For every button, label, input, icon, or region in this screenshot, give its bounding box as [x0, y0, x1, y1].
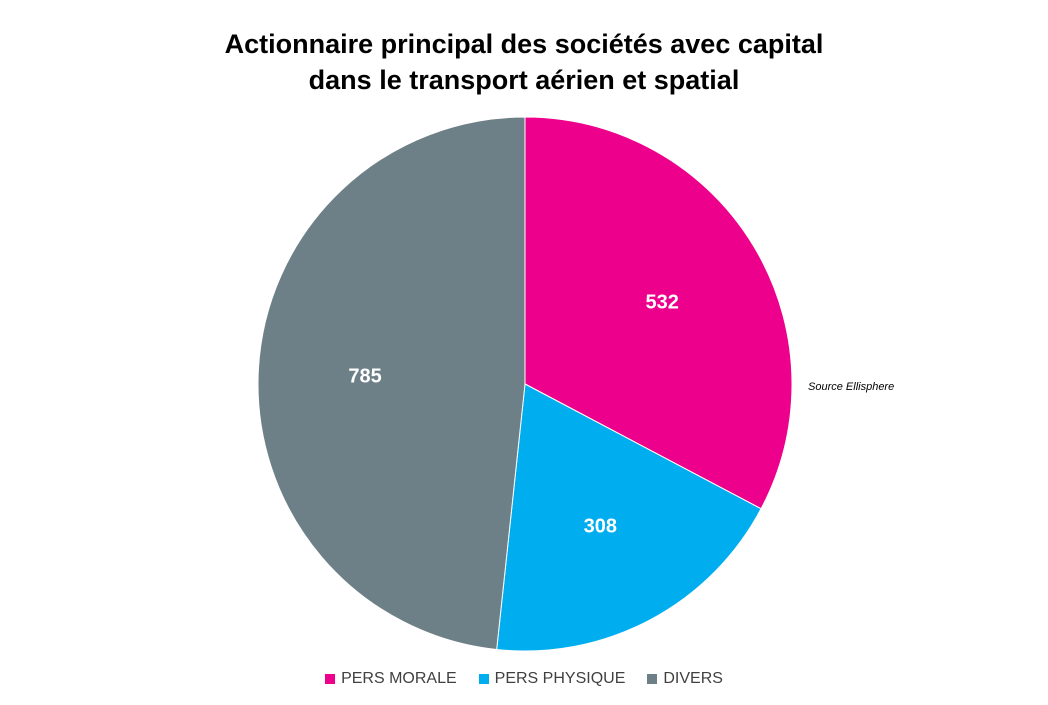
legend: PERS MORALE PERS PHYSIQUE DIVERS [0, 670, 1048, 688]
chart-title-line-2: dans le transport aérien et spatial [308, 65, 740, 95]
chart-title-line-1: Actionnaire principal des sociétés avec … [224, 29, 824, 59]
legend-item-pers-physique: PERS PHYSIQUE [478, 670, 626, 688]
data-label-divers: 785 [348, 365, 381, 387]
data-label-pers-physique: 308 [584, 515, 617, 537]
legend-label-divers: DIVERS [663, 670, 723, 687]
legend-swatch-pers-physique [478, 674, 489, 684]
chart-title: Actionnaire principal des sociétés avec … [0, 26, 1048, 98]
legend-swatch-divers [647, 674, 658, 684]
legend-item-pers-morale: PERS MORALE [325, 670, 457, 688]
pie-slice-pers-morale [524, 116, 793, 510]
legend-label-pers-morale: PERS MORALE [341, 670, 457, 687]
pie-slice-pers-physique [496, 383, 762, 652]
legend-label-pers-physique: PERS PHYSIQUE [494, 670, 626, 687]
data-label-pers-morale: 532 [646, 291, 679, 313]
source-note: Source Ellisphere [808, 381, 895, 393]
pie-slice-divers [257, 116, 526, 651]
legend-item-divers: DIVERS [647, 670, 723, 688]
legend-swatch-pers-morale [325, 674, 336, 684]
